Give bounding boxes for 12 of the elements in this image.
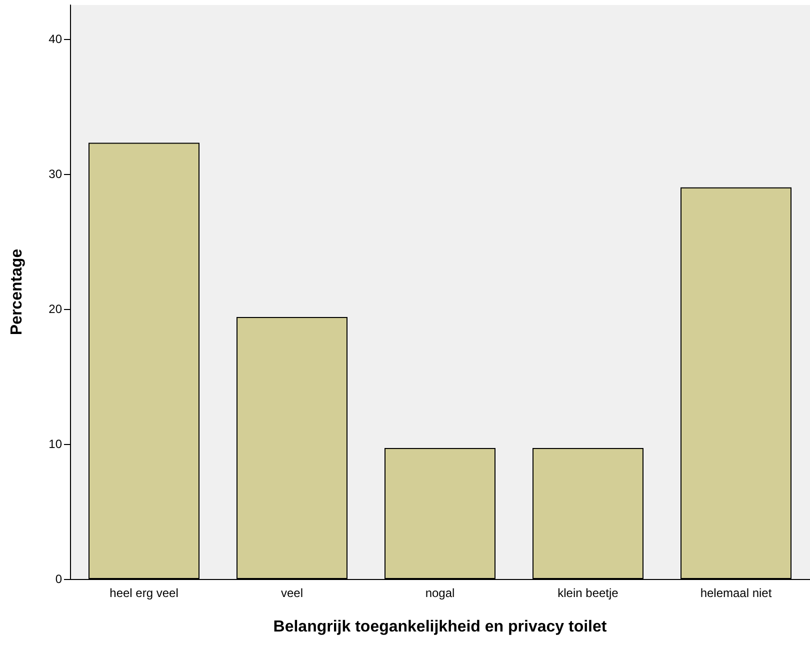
x-tick-label: heel erg veel — [110, 586, 178, 600]
y-tick-label: 20 — [48, 302, 62, 316]
x-tick-label: veel — [280, 586, 304, 600]
y-tick-label: 40 — [48, 32, 62, 46]
x-tick-label: nogal — [425, 586, 455, 600]
x-axis-title: Belangrijk toegankelijkheid en privacy toilet — [273, 618, 608, 636]
y-axis-title: Percentage — [8, 248, 26, 336]
x-tick-label: klein beetje — [558, 586, 619, 600]
y-tick-label: 10 — [48, 436, 62, 451]
x-tick-label: helemaal niet — [700, 586, 772, 600]
y-tick-label: 30 — [48, 166, 62, 181]
y-tick-label: 0 — [55, 572, 62, 586]
